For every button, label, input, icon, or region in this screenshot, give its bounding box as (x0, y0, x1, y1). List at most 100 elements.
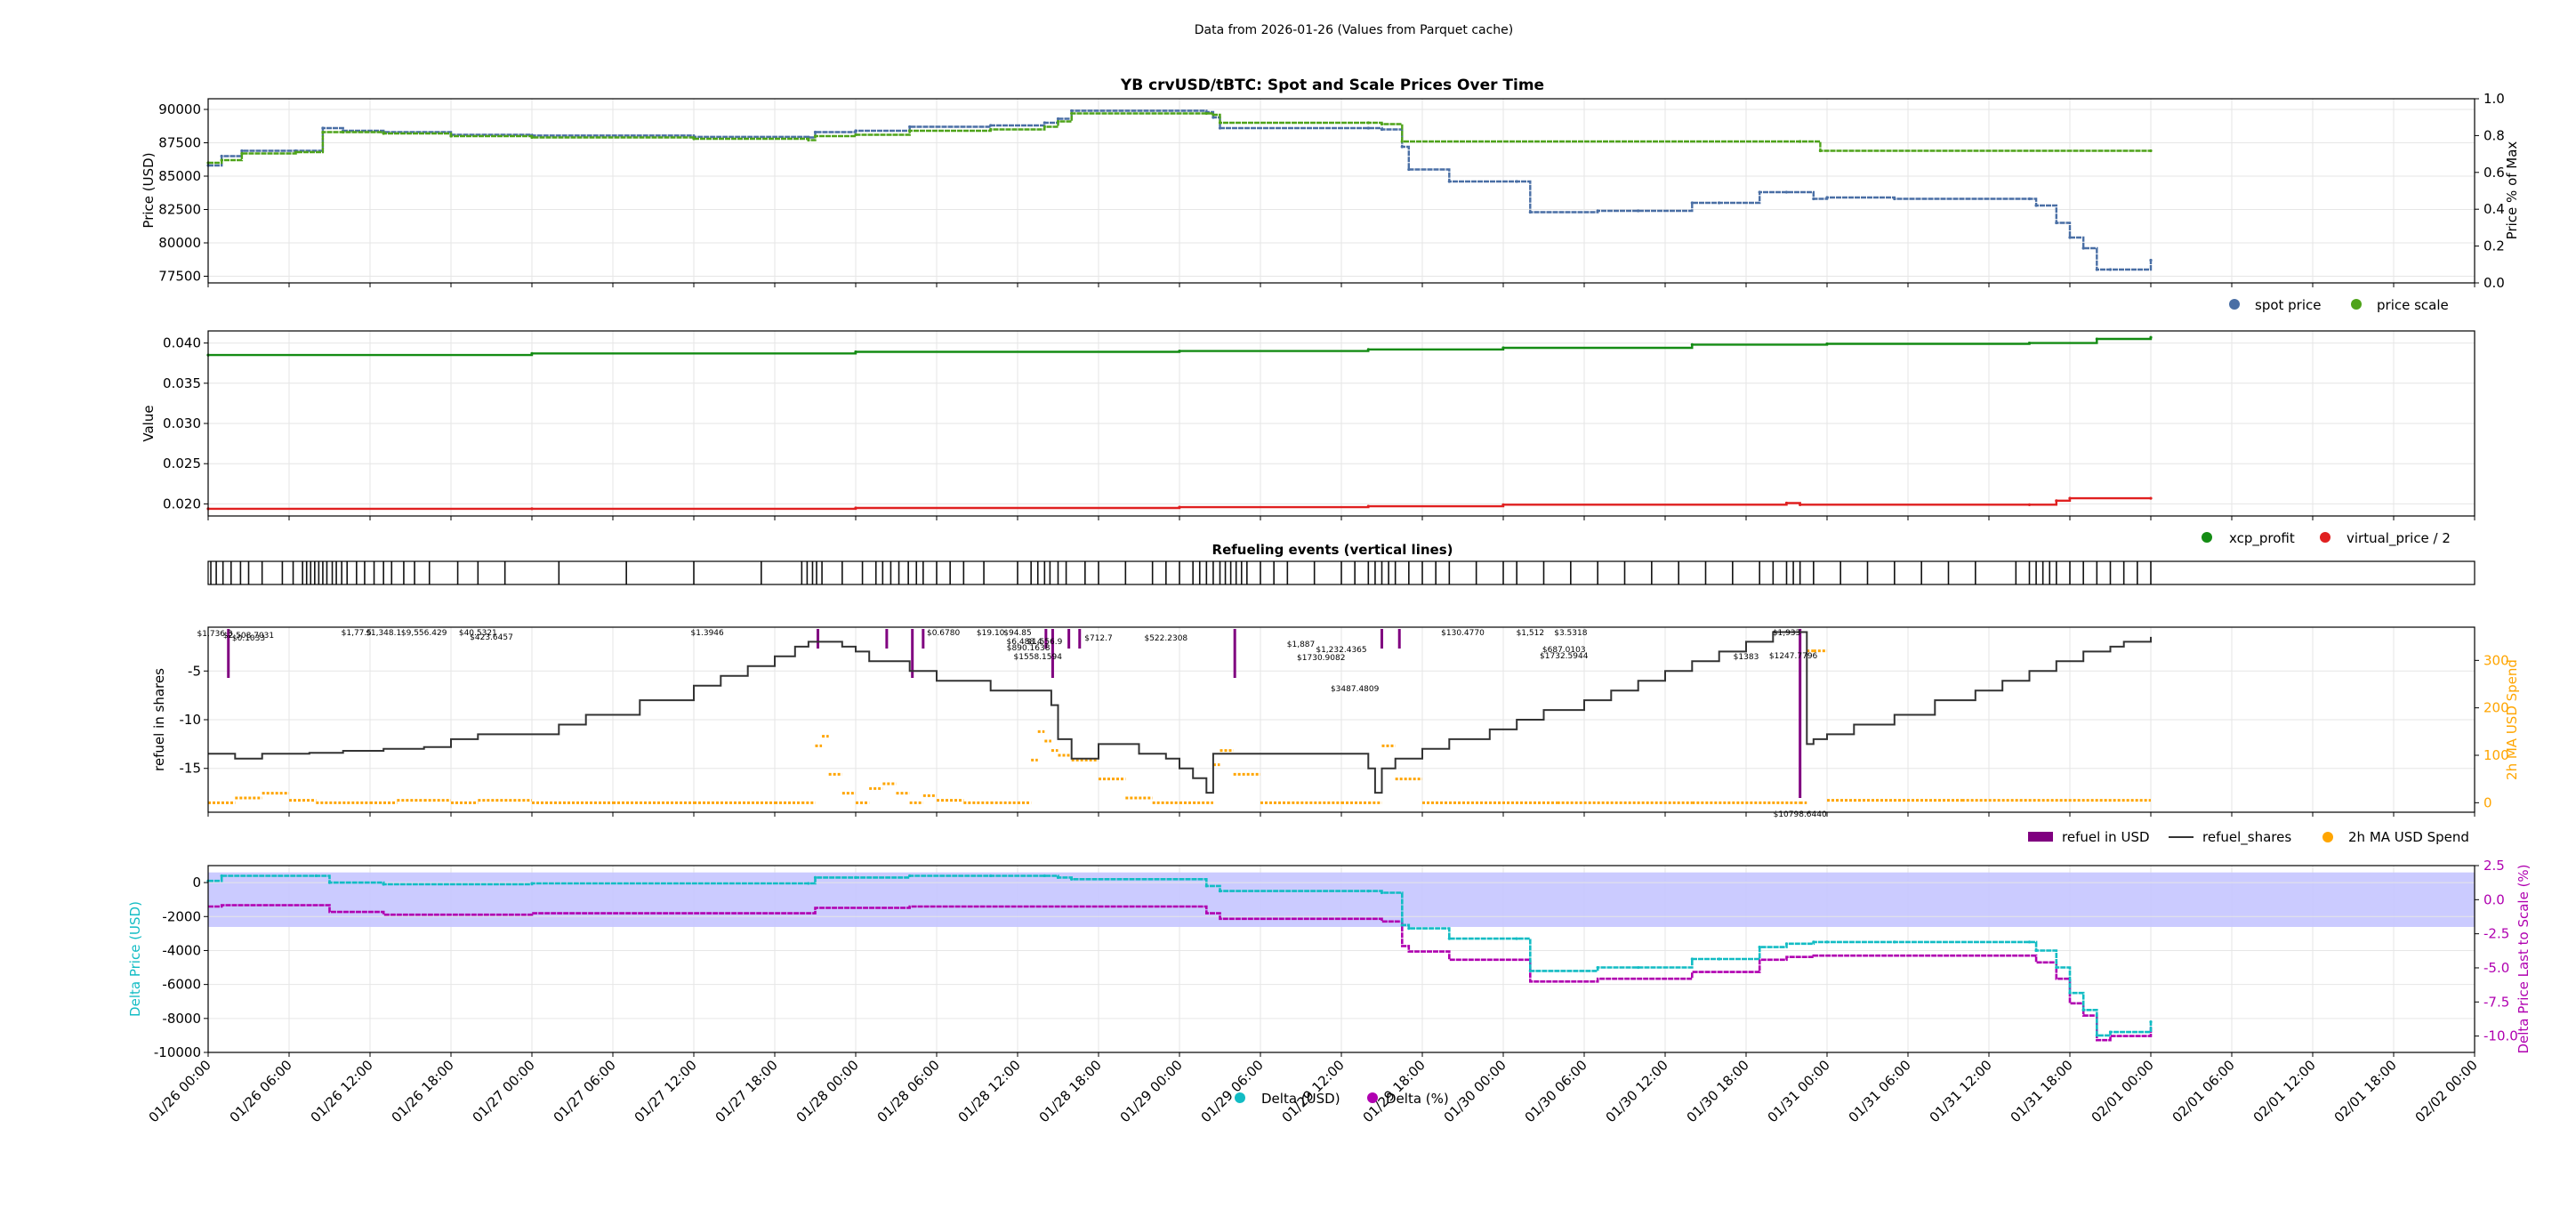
refuel-panel-frame (207, 626, 2475, 813)
x-tick-label: 01/31 00:00 (1765, 1057, 1833, 1125)
refuel-panel-ytick-label: -10 (180, 712, 202, 728)
delta-panel-frame (207, 865, 2475, 1053)
price-panel-ytick-right-label: 0.4 (2483, 201, 2505, 217)
series-point-delta-usd (530, 882, 534, 885)
refuel-annotation: $40.5321 (459, 629, 497, 638)
refuel-annotation: $1,556.9 (1026, 638, 1062, 647)
delta-panel-ytick-right-label: -5.0 (2483, 960, 2509, 976)
x-tick-label: 01/27 18:00 (712, 1057, 781, 1125)
refuel-annotation: $3.5318 (1554, 629, 1587, 638)
series-point-price-scale (1799, 140, 1802, 143)
refuel-annotation: $1,348.1 (366, 629, 401, 638)
price-panel-ylabel-right: Price % of Max (2504, 141, 2520, 240)
series-point-spot-price (1690, 201, 1694, 205)
price-panel-frame (207, 98, 2475, 284)
series-point-delta-usd (1218, 890, 1222, 893)
price-panel-ytick-right-label: 0.2 (2483, 238, 2505, 254)
x-tick-label: 01/28 06:00 (874, 1057, 943, 1125)
series-point-spot-price (2068, 236, 2072, 239)
series-point-delta-usd (1825, 940, 1829, 944)
x-tick-label: 02/01 06:00 (2169, 1057, 2238, 1125)
price-panel-ytick-right-label: 0.6 (2483, 165, 2505, 181)
refuel-annotation: $10798.6440 (1774, 810, 1827, 819)
series-point-xcp_profit (1178, 350, 1181, 353)
figure-suptitle: Data from 2026-01-26 (Values from Parque… (1195, 23, 1514, 37)
series-point-spot-price (1447, 180, 1451, 183)
series-point-xcp_profit (1366, 348, 1370, 351)
price-panel-ytick-right-label: 1.0 (2483, 91, 2505, 107)
refuel-annotation: $19.10 (977, 629, 1005, 638)
delta-panel-ylabel-right: Delta Price Last to Scale (%) (2516, 864, 2532, 1053)
series-point-spot-price (1528, 210, 1532, 214)
series-point-virtual_price-2 (2027, 503, 2032, 506)
series-point-price-scale (807, 138, 810, 142)
x-tick-label: 01/30 06:00 (1522, 1057, 1590, 1125)
series-point-spot-price (1380, 127, 1384, 132)
price-panel-ytick-label: 77500 (158, 269, 201, 285)
series-point-virtual_price-2 (2068, 496, 2072, 500)
series-point-spot-price (1407, 167, 1411, 172)
series-point-delta-usd (989, 874, 993, 878)
value-panel-ytick-label: 0.025 (163, 455, 201, 471)
events-panel-title: Refueling events (vertical lines) (1212, 542, 1453, 558)
x-tick-label: 01/31 18:00 (2008, 1057, 2076, 1125)
refuel-annotation: $1247.7796 (1769, 652, 1818, 661)
series-point-virtual_price-2 (854, 506, 857, 510)
price-panel-ylabel: Price (USD) (141, 152, 157, 228)
series-point-delta-usd (1812, 940, 1815, 944)
series-point-spot-price (813, 130, 817, 134)
series-point-delta-usd (2081, 1008, 2085, 1011)
series-point-price-scale (240, 151, 244, 156)
series-point-delta-usd (813, 875, 817, 879)
series-point-price-scale (1056, 119, 1060, 124)
series-point-spot-price (2034, 204, 2038, 207)
series-point-price-scale (908, 129, 912, 133)
price-panel-ytick-label: 82500 (158, 202, 201, 218)
refuel-annotation: $1,736.3 (197, 630, 233, 639)
delta-panel-ytick-right-label: -7.5 (2483, 994, 2509, 1010)
legend-label-spot-price: spot price (2255, 297, 2322, 313)
series-point-price-scale (530, 135, 534, 140)
series-point-spot-price (1825, 196, 1829, 199)
series-point-price-scale (342, 130, 345, 134)
series-point-xcp_profit (1825, 342, 1829, 346)
x-tick-label: 01/28 12:00 (955, 1057, 1024, 1125)
legend-marker-xcp-profit (2202, 532, 2212, 543)
refuel-annotation: $6,488.4 (1007, 638, 1042, 647)
refuel-panel-ytick-right-label: 200 (2483, 700, 2509, 716)
refuel-panel-ytick-label: -15 (180, 761, 202, 777)
refuel-panel-ytick-right-label: 100 (2483, 747, 2509, 763)
series-point-price-scale (813, 134, 817, 138)
x-tick-label: 01/28 00:00 (793, 1057, 862, 1125)
x-tick-label: 02/01 18:00 (2331, 1057, 2400, 1125)
series-point-delta-usd (327, 881, 332, 884)
refuel-panel-ytick-right-label: 0 (2483, 794, 2492, 810)
series-point-spot-price (2149, 258, 2153, 262)
series-point-delta-usd (314, 874, 318, 878)
x-tick-label: 01/27 00:00 (470, 1057, 538, 1125)
price-panel-ytick-right-label: 0.0 (2483, 275, 2505, 291)
series-point-spot-price (854, 129, 857, 133)
series-point-delta-usd (807, 882, 810, 885)
series-point-virtual_price-2 (1784, 501, 1789, 505)
x-tick-label: 01/27 12:00 (632, 1057, 700, 1125)
series-point-delta-usd (1637, 965, 1640, 970)
x-tick-label: 01/28 18:00 (1036, 1057, 1105, 1125)
series-point-virtual_price-2 (1501, 503, 1505, 506)
series-point-delta-usd (1380, 891, 1384, 895)
series-point-delta-usd (1596, 965, 1599, 970)
series-point-price-scale (1204, 111, 1208, 116)
series-point-delta-usd (2095, 1034, 2098, 1037)
delta-panel-ytick-label: -10000 (154, 1044, 201, 1060)
delta-panel-ytick-right-label: 0.0 (2483, 891, 2505, 907)
series-line-delta-usd (208, 874, 2153, 1037)
delta-panel-ytick-right-label: -2.5 (2483, 926, 2509, 942)
delta-panel-ylabel: Delta Price (USD) (127, 901, 143, 1017)
refuel-panel-ylabel: refuel in shares (151, 668, 167, 771)
series-point-virtual_price-2 (1366, 504, 1370, 508)
value-panel-ytick-label: 0.020 (163, 496, 201, 512)
refuel-annotation: $423.6457 (470, 633, 513, 642)
refuel-annotation: $1,512 (1517, 629, 1545, 638)
refuel-annotation: $2,508.7031 (223, 632, 274, 641)
